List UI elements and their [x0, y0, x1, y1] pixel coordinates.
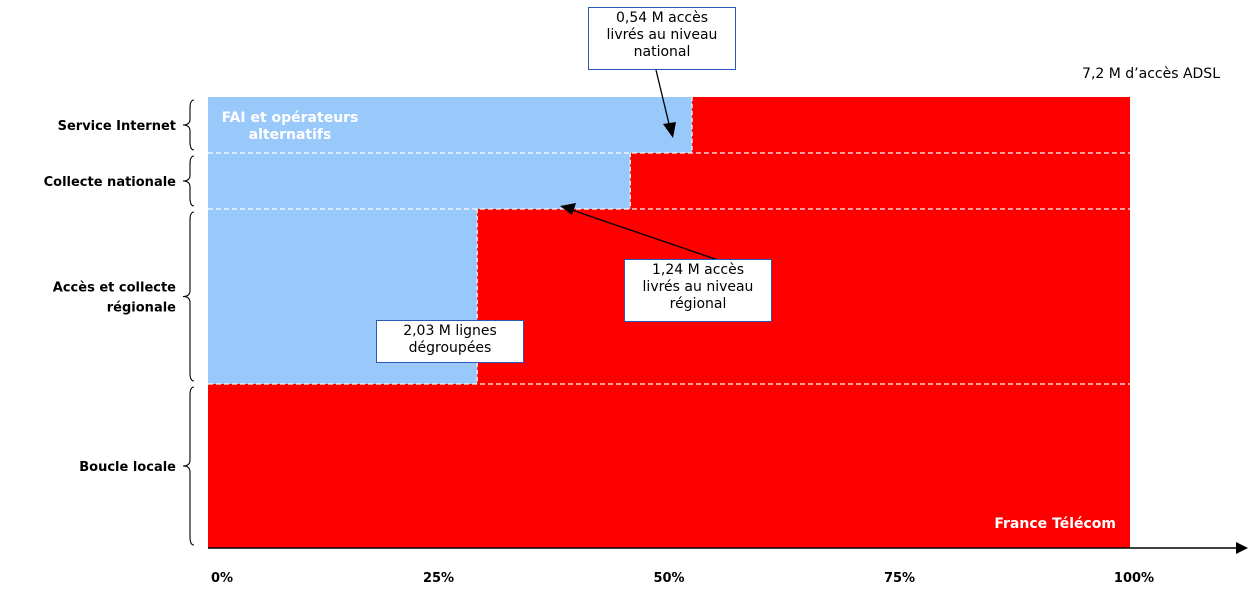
regional-arrow	[571, 209, 719, 261]
bar-france-telecom-1	[630, 153, 1130, 209]
x-tick-labels: 0% 25% 50% 75% 100%	[211, 571, 1154, 586]
category-label-0: Service Internet	[58, 119, 176, 134]
national-arrow-head-icon	[663, 122, 676, 138]
brace-icon-2	[182, 211, 195, 382]
category-label-3: Boucle locale	[79, 460, 176, 475]
brace-icon-3	[182, 386, 195, 546]
bar-france-telecom-3	[208, 384, 1130, 548]
category-label-line: Service Internet	[58, 119, 176, 134]
x-tick-label: 50%	[653, 571, 684, 586]
x-tick-label: 0%	[211, 571, 233, 586]
brace-icon-1	[182, 155, 195, 207]
callout-national: 0,54 M accès livrés au niveau national	[588, 7, 736, 70]
axes-layer	[208, 542, 1248, 554]
category-label-1: Collecte nationale	[44, 175, 177, 190]
callout-line: livrés au niveau	[642, 279, 754, 295]
bar-alternatifs-0	[208, 97, 693, 153]
series-label-line: alternatifs	[249, 127, 332, 143]
bars-layer: FAI et opérateurs alternatifs France Téléc…	[208, 97, 1130, 548]
category-label-2: Accès et collecte régionale	[53, 281, 176, 316]
series-label-line: FAI et opérateurs	[222, 110, 359, 126]
x-axis-arrow-icon	[1236, 542, 1248, 554]
annotation-arrows	[560, 69, 719, 261]
category-label-line: régionale	[107, 301, 176, 316]
bar-france-telecom-0	[692, 97, 1130, 153]
separators-layer	[208, 97, 1130, 385]
x-tick-label: 25%	[423, 571, 454, 586]
callout-degroupees: 2,03 M lignes dégroupées	[376, 320, 524, 363]
x-tick-label: 100%	[1114, 571, 1154, 586]
series-label-france-telecom: France Télécom	[994, 516, 1116, 532]
callout-line: 0,54 M accès	[615, 10, 709, 26]
brace-icon-0	[182, 99, 195, 151]
callout-line: régional	[669, 296, 727, 312]
callout-line: 2,03 M lignes	[403, 323, 497, 339]
x-tick-label: 75%	[884, 571, 915, 586]
bar-alternatifs-1	[208, 153, 631, 209]
callout-line: national	[633, 44, 691, 60]
category-labels: Service Internet Collecte nationale Accès …	[44, 99, 195, 546]
category-label-line: Collecte nationale	[44, 175, 177, 190]
series-label-alternatifs: FAI et opérateurs alternatifs	[222, 110, 359, 143]
category-label-line: Boucle locale	[79, 460, 176, 475]
callout-regional: 1,24 M accès livrés au niveau régional	[624, 259, 772, 322]
bar-france-telecom-2	[477, 209, 1130, 384]
category-label-line: Accès et collecte	[53, 281, 176, 296]
national-arrow	[655, 69, 671, 129]
callout-line: livrés au niveau	[606, 27, 718, 43]
callout-line: dégroupées	[408, 340, 492, 356]
regional-arrow-head-icon	[560, 203, 576, 215]
total-label: 7,2 M d’accès ADSL	[1082, 66, 1220, 82]
callout-line: 1,24 M accès	[651, 262, 745, 278]
